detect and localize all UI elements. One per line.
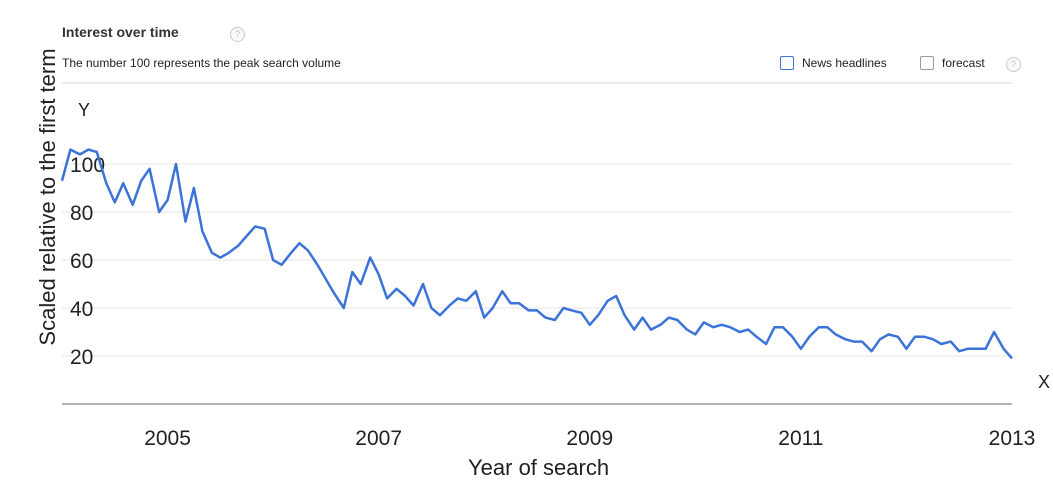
series-line (60, 148, 1013, 360)
y-tick-label: 40 (70, 298, 93, 321)
forecast-toggle[interactable]: forecast (920, 56, 985, 70)
forecast-help-icon[interactable]: ? (1006, 57, 1021, 72)
title-help-icon[interactable]: ? (230, 27, 245, 42)
forecast-label: forecast (942, 56, 985, 70)
news-headlines-label: News headlines (802, 56, 887, 70)
y-axis-label: Scaled relative to the first term (35, 48, 60, 346)
x-axis-label: Year of search (468, 455, 610, 480)
y-tick-label: 100 (70, 154, 105, 177)
y-axis-name: Y (78, 100, 91, 120)
x-tick-label: 2013 (989, 427, 1036, 450)
chart-header-subtitle: The number 100 represents the peak searc… (62, 56, 341, 70)
y-tick-label: 60 (70, 250, 93, 273)
forecast-checkbox[interactable] (920, 56, 934, 70)
news-headlines-checkbox[interactable] (780, 56, 794, 70)
y-tick-label: 20 (70, 346, 93, 369)
x-tick-label: 2007 (355, 427, 402, 450)
y-tick-label: 80 (70, 202, 93, 225)
x-axis-name: X (1038, 372, 1051, 392)
x-tick-label: 2005 (144, 427, 191, 450)
news-headlines-toggle[interactable]: News headlines (780, 56, 887, 70)
x-tick-label: 2011 (778, 427, 823, 450)
x-tick-label: 2009 (566, 427, 613, 450)
chart-header-title: Interest over time (62, 24, 179, 40)
